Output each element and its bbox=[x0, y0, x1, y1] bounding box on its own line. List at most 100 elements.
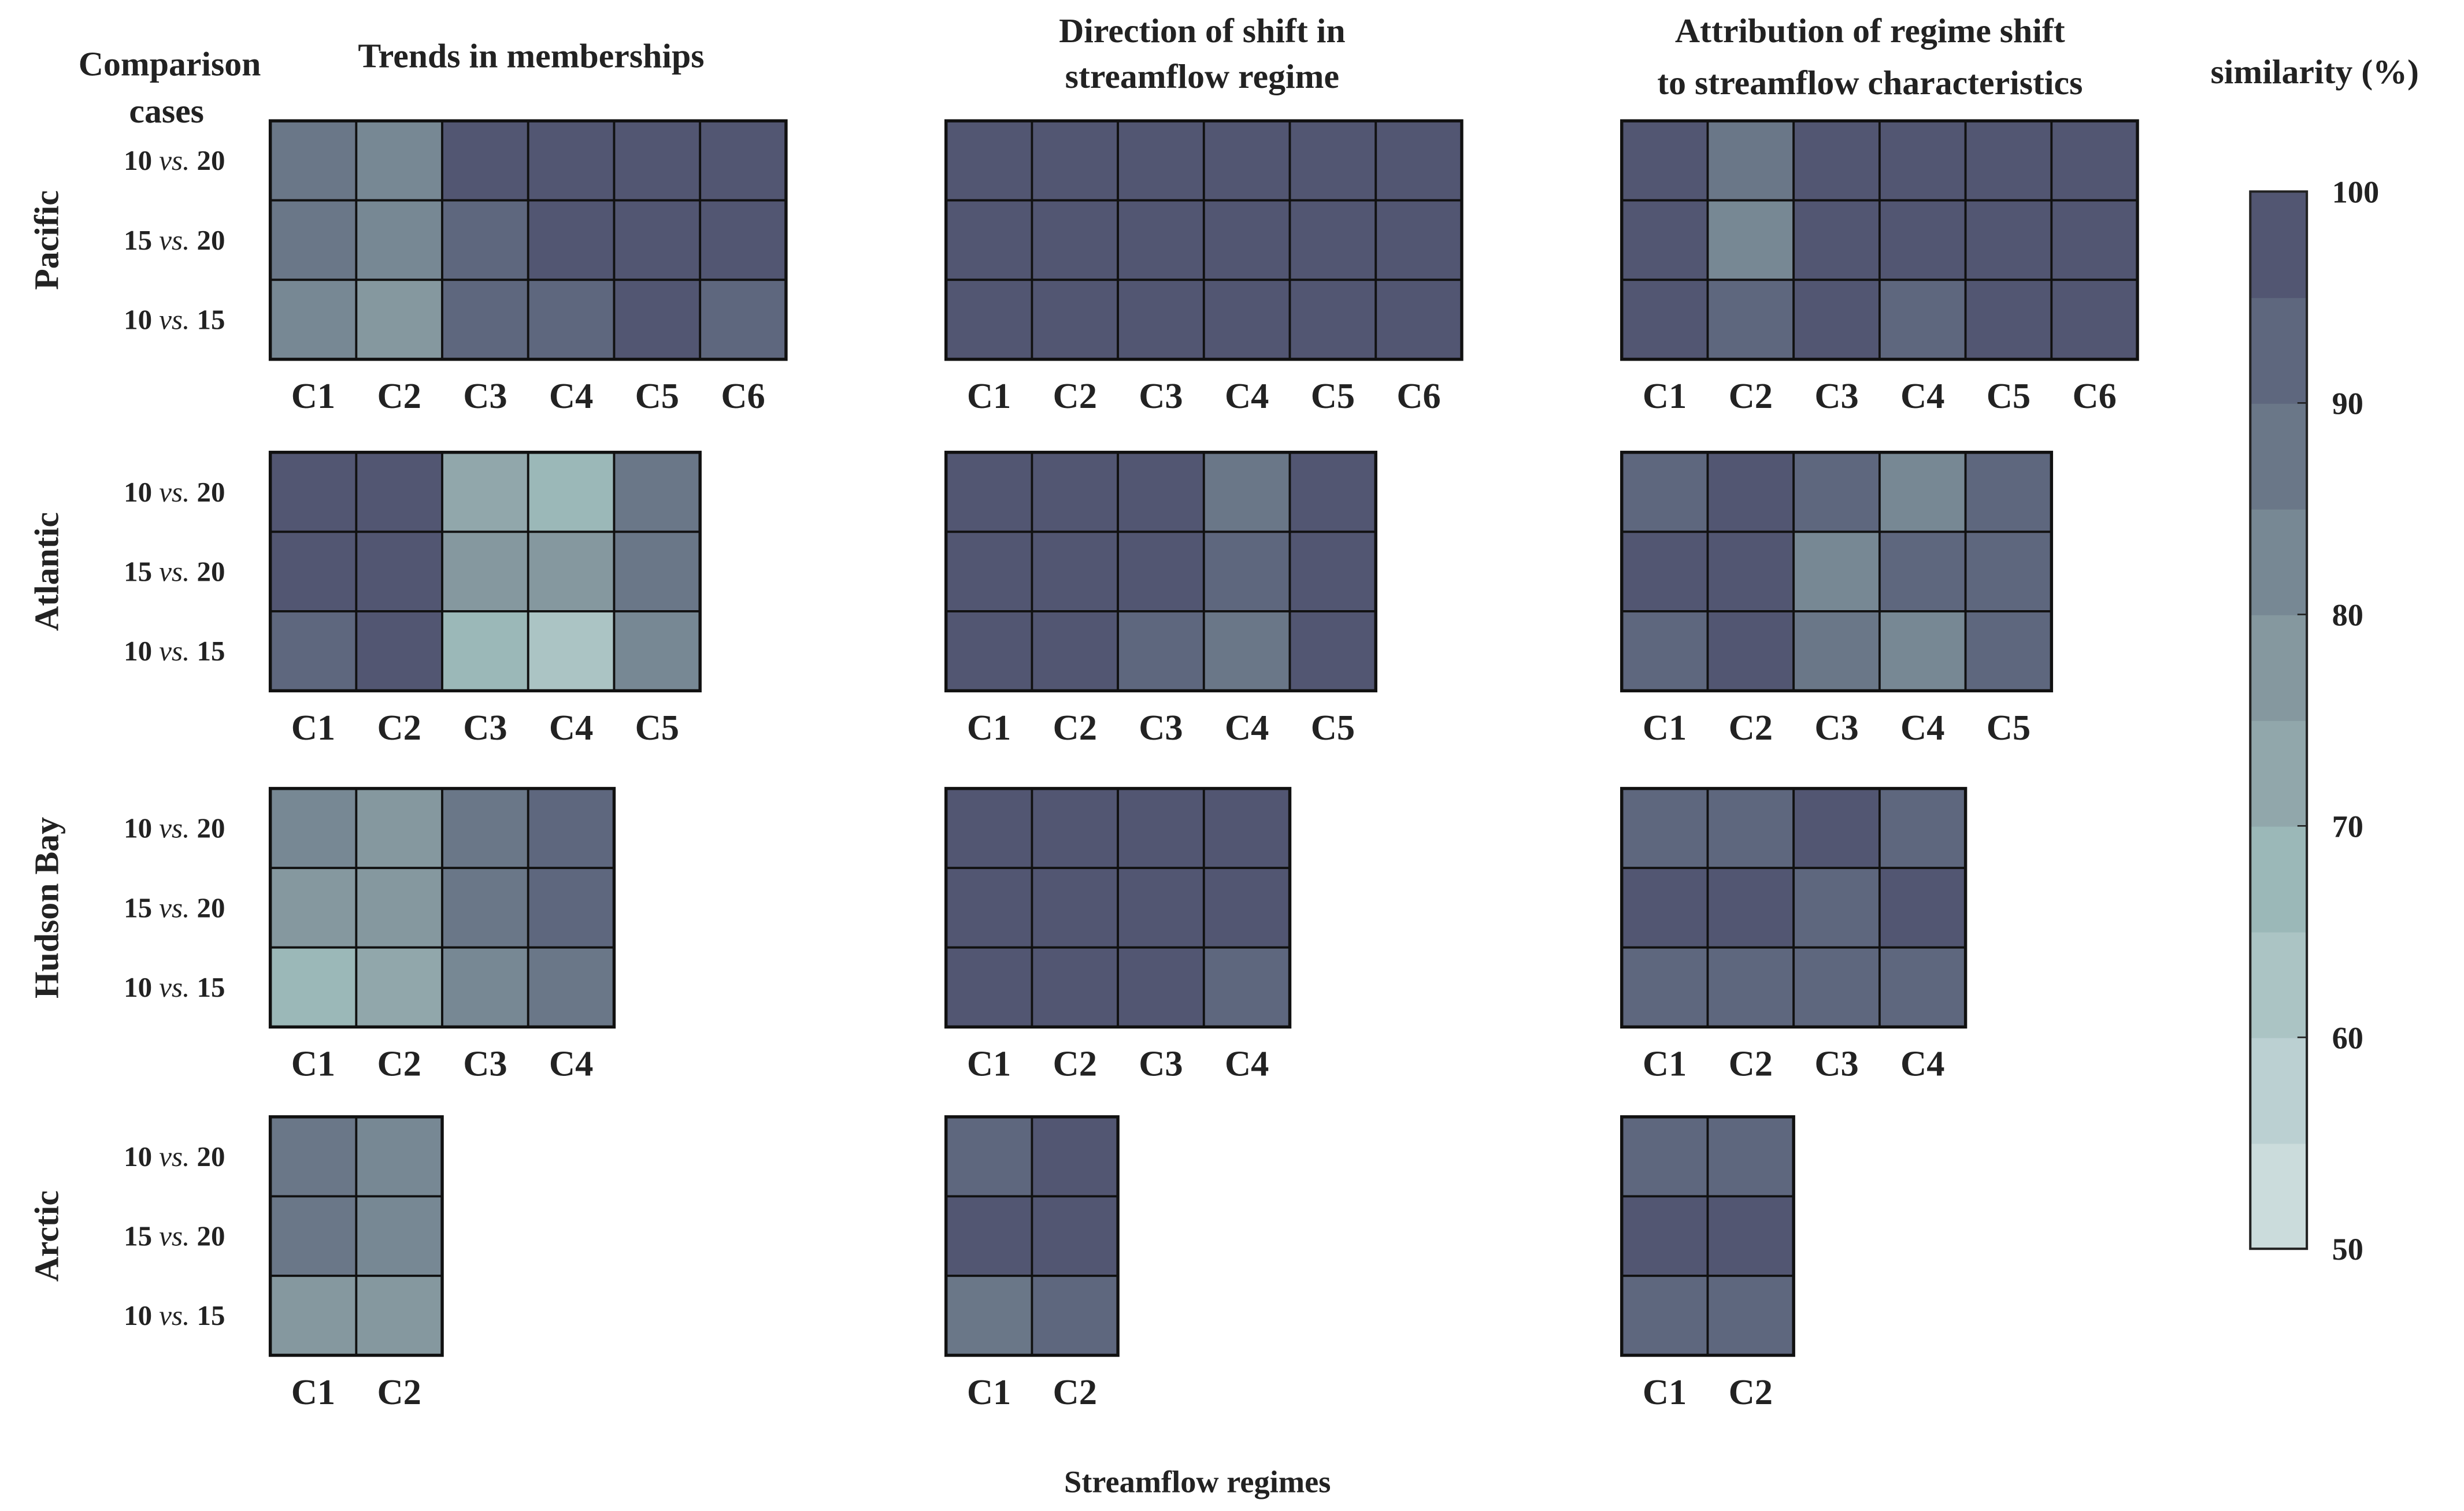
heatmap-cell bbox=[1792, 946, 1881, 1029]
heatmap-cell bbox=[1288, 120, 1377, 202]
heatmap-cell bbox=[1117, 451, 1205, 533]
heatmap-cell bbox=[944, 1275, 1033, 1357]
heatmap-panel: C1 C2 C3 C4 bbox=[1620, 786, 1968, 1084]
row-label: 10 vs. 15 bbox=[124, 303, 225, 335]
heatmap-cell bbox=[1620, 451, 1709, 533]
heatmap-cell bbox=[441, 199, 529, 281]
colorbar-bin bbox=[2250, 720, 2307, 827]
heatmap-cell bbox=[2050, 199, 2139, 281]
heatmap-panel: C1 C2 C3 C4 C5 C6 bbox=[268, 119, 788, 416]
heatmap-cell bbox=[1288, 530, 1377, 612]
heatmap-cell bbox=[699, 120, 787, 202]
heatmap-cell bbox=[1202, 199, 1291, 281]
colorbar-tick-label: 80 bbox=[2332, 597, 2363, 632]
heatmap-cell bbox=[441, 530, 529, 612]
heatmap-cell bbox=[613, 530, 702, 612]
heatmap-cell bbox=[1620, 1275, 1709, 1357]
region-pacific: Pacific 10 vs. 20 15 vs. 20 10 vs. 15 C1 C2 C3… bbox=[28, 119, 2139, 416]
colorbar-bin bbox=[2250, 1143, 2307, 1250]
x-tick-label: C1 bbox=[967, 376, 1011, 416]
x-tick-label: C4 bbox=[549, 1044, 593, 1084]
x-tick-label: C1 bbox=[1643, 376, 1687, 416]
heatmap-cell bbox=[944, 1115, 1033, 1198]
x-tick-label: C2 bbox=[1729, 707, 1773, 748]
heatmap-cell bbox=[1117, 279, 1205, 361]
heatmap-cell bbox=[1706, 451, 1795, 533]
x-tick-label: C5 bbox=[1311, 707, 1355, 748]
heatmap-cell bbox=[1706, 787, 1795, 870]
x-tick-label: C1 bbox=[967, 707, 1011, 748]
x-tick-label: C3 bbox=[1139, 376, 1183, 416]
x-tick-label: C1 bbox=[967, 1372, 1011, 1412]
heatmap-cell bbox=[2050, 279, 2139, 361]
row-label: 15 vs. 20 bbox=[124, 555, 225, 587]
heatmap-cell bbox=[441, 787, 529, 870]
x-tick-label: C1 bbox=[967, 1044, 1011, 1084]
heatmap-cell bbox=[1117, 787, 1205, 870]
heatmap-cell bbox=[1706, 199, 1795, 281]
colorbar-bin bbox=[2250, 614, 2307, 721]
heatmap-cell bbox=[269, 787, 358, 870]
x-tick-label: C1 bbox=[291, 1044, 335, 1084]
heatmap-cell bbox=[1706, 279, 1795, 361]
region-label: Pacific bbox=[28, 190, 66, 290]
heatmap-cell bbox=[944, 120, 1033, 202]
x-tick-label: C2 bbox=[1729, 1044, 1773, 1084]
heatmap-panel: C1 C2 C3 C4 C5 bbox=[1620, 451, 2054, 748]
heatmap-cell bbox=[355, 946, 443, 1029]
x-tick-label: C2 bbox=[377, 707, 421, 748]
heatmap-cell bbox=[1878, 279, 1967, 361]
heatmap-cell bbox=[355, 1275, 443, 1357]
row-label: 15 vs. 20 bbox=[124, 892, 225, 923]
heatmap-panel: C1 C2 C3 C4 C5 bbox=[268, 451, 702, 748]
colorbar-bin bbox=[2250, 403, 2307, 510]
panel-border bbox=[268, 451, 702, 693]
heatmap-cell bbox=[944, 451, 1033, 533]
panel-title-attribution-1: Attribution of regime shift bbox=[1675, 12, 2065, 50]
heatmap-cell bbox=[1288, 610, 1377, 692]
heatmap-cell bbox=[613, 199, 702, 281]
heatmap-panel: C1 C2 bbox=[268, 1115, 444, 1412]
x-tick-label: C4 bbox=[1225, 1044, 1269, 1084]
x-tick-label: C2 bbox=[377, 376, 421, 416]
heatmap-cell bbox=[355, 787, 443, 870]
heatmap-cell bbox=[1288, 279, 1377, 361]
heatmap-cell bbox=[527, 451, 616, 533]
heatmap-cell bbox=[1706, 867, 1795, 949]
heatmap-cell bbox=[1878, 120, 1967, 202]
heatmap-cell bbox=[1878, 199, 1967, 281]
heatmap-cell bbox=[1792, 610, 1881, 692]
heatmap-cell bbox=[355, 1115, 443, 1198]
row-label: 10 vs. 15 bbox=[124, 635, 225, 667]
x-tick-label: C3 bbox=[1139, 1044, 1183, 1084]
colorbar-bin bbox=[2250, 931, 2307, 1038]
heatmap-cell bbox=[1031, 1115, 1120, 1198]
heatmap-cell bbox=[527, 946, 616, 1029]
x-tick-label: C3 bbox=[463, 707, 507, 748]
row-label: 10 vs. 15 bbox=[124, 1300, 225, 1331]
heatmap-cell bbox=[355, 120, 443, 202]
heatmap-cell bbox=[1288, 451, 1377, 533]
x-tick-label: C3 bbox=[1814, 376, 1858, 416]
panel-border bbox=[944, 451, 1377, 693]
heatmap-cell bbox=[269, 946, 358, 1029]
heatmap-cell bbox=[1117, 867, 1205, 949]
x-tick-label: C6 bbox=[1396, 376, 1440, 416]
heatmap-cell bbox=[1117, 199, 1205, 281]
heatmap-cell bbox=[1374, 279, 1463, 361]
heatmap-cell bbox=[1792, 530, 1881, 612]
heatmap-cell bbox=[1878, 867, 1967, 949]
heatmap-cell bbox=[355, 451, 443, 533]
row-label: 10 vs. 20 bbox=[124, 1141, 225, 1172]
heatmap-cell bbox=[1031, 1195, 1120, 1277]
x-tick-label: C3 bbox=[1814, 707, 1858, 748]
x-tick-label: C6 bbox=[721, 376, 765, 416]
x-tick-label: C1 bbox=[1643, 1372, 1687, 1412]
heatmap-panel: C1 C2 C3 C4 C5 C6 bbox=[944, 119, 1463, 416]
heatmap-cell bbox=[1706, 530, 1795, 612]
heatmap-cell bbox=[269, 120, 358, 202]
colorbar-tick-label: 90 bbox=[2332, 386, 2363, 421]
